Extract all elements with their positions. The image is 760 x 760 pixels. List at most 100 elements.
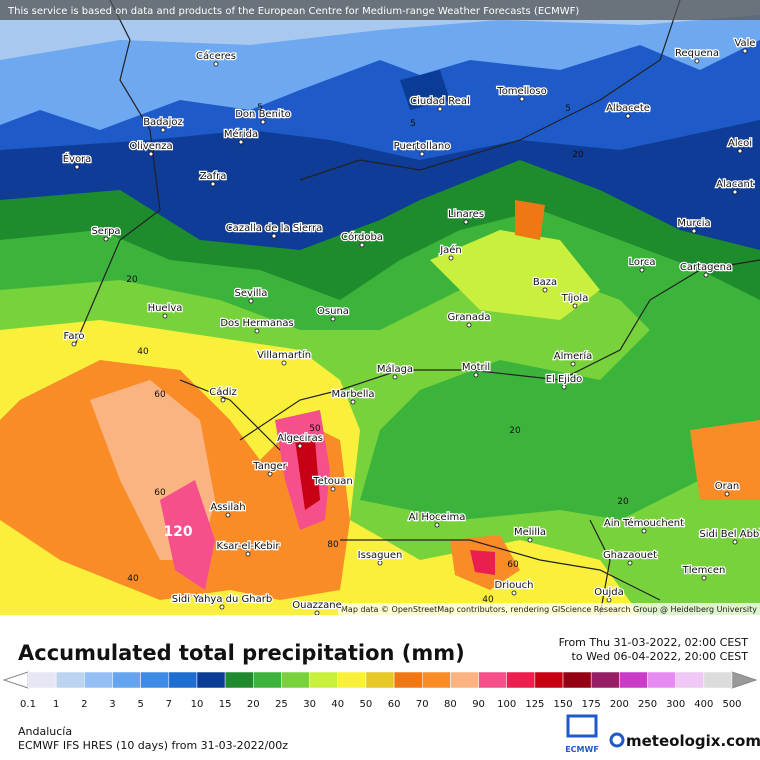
legend-tick-label: 7 xyxy=(166,699,172,710)
legend-swatch xyxy=(562,671,592,689)
legend-swatch xyxy=(84,671,113,689)
place-label: Albacete xyxy=(606,103,650,114)
place-label: Huelva xyxy=(148,303,183,314)
attribution-bar xyxy=(0,0,760,20)
contour-label: 5 xyxy=(257,103,263,113)
legend-swatch xyxy=(590,671,620,689)
place-dot xyxy=(463,219,469,225)
contour-label: 40 xyxy=(137,347,149,357)
place-label: Sidi Yahya du Gharb xyxy=(172,594,272,605)
place-dot xyxy=(519,96,525,102)
contour-label: 20 xyxy=(617,497,629,507)
place-dot xyxy=(701,575,707,581)
place-label: Sidi Bel Abbès xyxy=(699,528,760,540)
place-label: Tetouan xyxy=(312,476,352,487)
place-dot xyxy=(297,443,303,449)
legend-tick-label: 5 xyxy=(137,699,143,710)
place-dot xyxy=(74,164,80,170)
place-label: Vale xyxy=(734,38,755,49)
place-label: Évora xyxy=(63,152,92,165)
region: Andalucía xyxy=(18,725,72,738)
contour-label: 20 xyxy=(572,150,584,160)
legend-tick-label: 2 xyxy=(81,699,87,710)
place-label: Alcoi xyxy=(728,138,752,149)
legend-tick-label: 20 xyxy=(247,699,260,710)
credit-bar xyxy=(338,603,760,615)
legend-swatch xyxy=(450,671,479,689)
place-label: Cazalla de la Sierra xyxy=(226,223,323,234)
place-label: Linares xyxy=(448,209,484,220)
place-dot xyxy=(148,151,154,157)
place-dot xyxy=(419,151,425,157)
legend-swatch xyxy=(393,671,423,689)
place-label: Mérida xyxy=(224,128,258,140)
place-dot xyxy=(606,597,612,603)
place-dot xyxy=(267,471,273,477)
legend-tick-label: 1 xyxy=(53,699,59,710)
place-label: Algeciras xyxy=(277,433,323,444)
place-dot xyxy=(377,560,383,566)
place-dot xyxy=(254,328,260,334)
place-label: Ciudad Real xyxy=(410,96,470,107)
legend-swatch xyxy=(675,671,705,689)
legend-swatch xyxy=(112,671,141,689)
legend-tick-label: 15 xyxy=(219,699,232,710)
place-dot xyxy=(448,255,454,261)
legend-swatch xyxy=(281,671,310,689)
place-label: Ksar-el-Kebir xyxy=(217,541,281,552)
place-label: Motril xyxy=(462,362,490,373)
place-label: Tlemcen xyxy=(682,565,726,576)
place-label: Sevilla xyxy=(235,288,268,299)
legend-swatch xyxy=(168,671,198,689)
legend-tick-label: 3 xyxy=(109,699,115,710)
contour-label: 80 xyxy=(327,540,339,550)
legend-tick-label: 200 xyxy=(610,699,629,710)
contour-label: 5 xyxy=(410,119,416,129)
legend-tick-label: 90 xyxy=(472,699,485,710)
place-dot xyxy=(625,113,631,119)
legend-tick-label: 30 xyxy=(303,699,316,710)
place-label: Puertollano xyxy=(394,141,451,152)
logo-meteologix: meteologix.com xyxy=(626,732,760,750)
place-dot xyxy=(561,384,567,390)
legend-swatch xyxy=(309,671,339,689)
contour-label: 120 xyxy=(163,524,192,540)
place-label: Alacant xyxy=(716,179,754,190)
place-dot xyxy=(542,287,548,293)
legend: 0.1 1 2 3 5 7 10 15 20 25 30 40 50 60 70 80 90 100 125 150 1… xyxy=(2,671,758,710)
place-label: Osuna xyxy=(317,306,349,317)
contour-label: 40 xyxy=(482,595,494,605)
contour-labels: 5 5 5 20 20 20 20 40 40 40 60 60 60 50 80 120 xyxy=(126,103,629,605)
place-labels: Cáceres Tomelloso Requena Vale Ciudad Real Do… xyxy=(61,37,760,616)
place-dot xyxy=(694,58,700,64)
place-dot xyxy=(330,486,336,492)
place-label: Tanger xyxy=(252,461,287,472)
legend-swatch xyxy=(337,671,367,689)
place-dot xyxy=(732,189,738,195)
place-label: Driouch xyxy=(495,580,534,591)
place-label: Murcia xyxy=(677,218,710,229)
place-dot xyxy=(314,610,320,616)
legend-swatch xyxy=(506,671,536,689)
place-dot xyxy=(466,322,472,328)
contour-label: 50 xyxy=(309,424,321,434)
legend-swatch xyxy=(253,671,282,689)
place-label: Melilla xyxy=(514,527,546,538)
place-label: Badajoz xyxy=(143,117,183,128)
place-dot xyxy=(225,512,231,518)
legend-swatch xyxy=(27,671,57,689)
place-dot xyxy=(271,233,277,239)
legend-tick-label: 125 xyxy=(525,699,544,710)
place-dot xyxy=(527,537,533,543)
place-dot xyxy=(350,399,356,405)
place-label: Oran xyxy=(715,481,739,492)
ecmwf-icon xyxy=(566,714,598,738)
legend-tick-label: 400 xyxy=(694,699,713,710)
legend-swatch xyxy=(534,671,564,689)
place-dot xyxy=(281,360,287,366)
place-label: Assilah xyxy=(210,502,245,513)
place-label: Requena xyxy=(675,48,719,59)
legend-tick-label: 80 xyxy=(444,699,457,710)
